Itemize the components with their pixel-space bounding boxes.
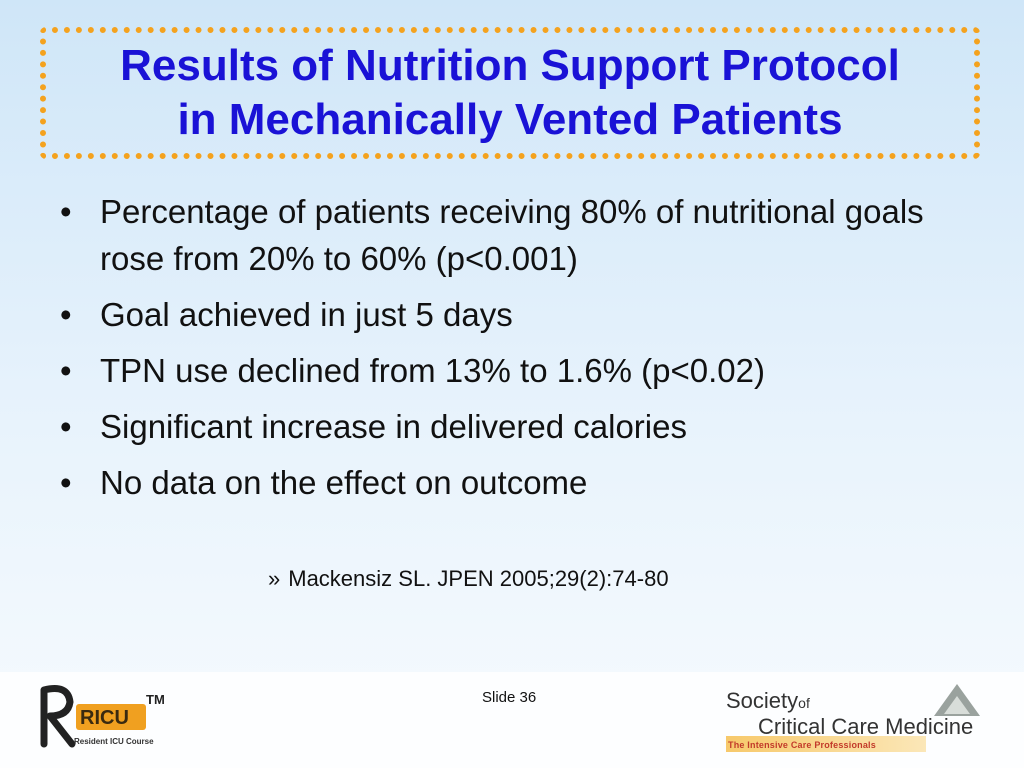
- ricu-logo-text: RICU: [80, 707, 129, 729]
- bullet-icon: •: [60, 352, 72, 389]
- ricu-logo-subtitle: Resident ICU Course: [74, 737, 154, 746]
- bullet-item: • TPN use declined from 13% to 1.6% (p<0…: [58, 347, 958, 394]
- chevron-icon: »: [268, 566, 281, 591]
- citation-text: Mackensiz SL. JPEN 2005;29(2):74-80: [288, 566, 669, 591]
- bullet-item: • Significant increase in delivered calo…: [58, 403, 958, 450]
- bullet-text: Goal achieved in just 5 days: [100, 296, 513, 333]
- bullet-text: Significant increase in delivered calori…: [100, 408, 687, 445]
- bullet-text: TPN use declined from 13% to 1.6% (p<0.0…: [100, 352, 765, 389]
- citation: » Mackensiz SL. JPEN 2005;29(2):74-80: [268, 566, 669, 592]
- slide-title-line-1: Results of Nutrition Support Protocol: [120, 41, 900, 90]
- bullet-text: No data on the effect on outcome: [100, 464, 588, 501]
- sccm-logo-line2: Critical Care Medicine: [758, 714, 974, 739]
- bullet-text: Percentage of patients receiving 80% of …: [100, 193, 924, 277]
- footer-band: [0, 672, 1024, 768]
- ricu-logo-graphic: RICU TM Resident ICU Course: [40, 685, 165, 748]
- bullet-icon: •: [60, 296, 72, 333]
- bullet-icon: •: [60, 193, 72, 230]
- sccm-logo: Societyof Critical Care Medicine The Int…: [720, 680, 990, 756]
- sccm-society-text: Society: [726, 688, 799, 713]
- bullet-icon: •: [60, 408, 72, 445]
- trademark-mark: TM: [146, 692, 165, 707]
- bullet-item: • No data on the effect on outcome: [58, 459, 958, 506]
- sccm-logo-line1: Societyof: [726, 688, 810, 714]
- ricu-logo: RICU TM Resident ICU Course: [38, 682, 168, 752]
- bullet-list: • Percentage of patients receiving 80% o…: [58, 188, 958, 515]
- sccm-triangle-icon: [934, 684, 980, 716]
- bullet-item: • Goal achieved in just 5 days: [58, 291, 958, 338]
- slide-number: Slide 36: [482, 689, 537, 706]
- bullet-icon: •: [60, 464, 72, 501]
- sccm-tagline-bar: [726, 736, 926, 752]
- sccm-tagline: The Intensive Care Professionals: [728, 740, 876, 750]
- title-frame: Results of Nutrition Support Protocol in…: [40, 27, 980, 159]
- sccm-of-text: of: [798, 695, 810, 711]
- bullet-item: • Percentage of patients receiving 80% o…: [58, 188, 958, 282]
- slide-title-line-2: in Mechanically Vented Patients: [177, 95, 843, 144]
